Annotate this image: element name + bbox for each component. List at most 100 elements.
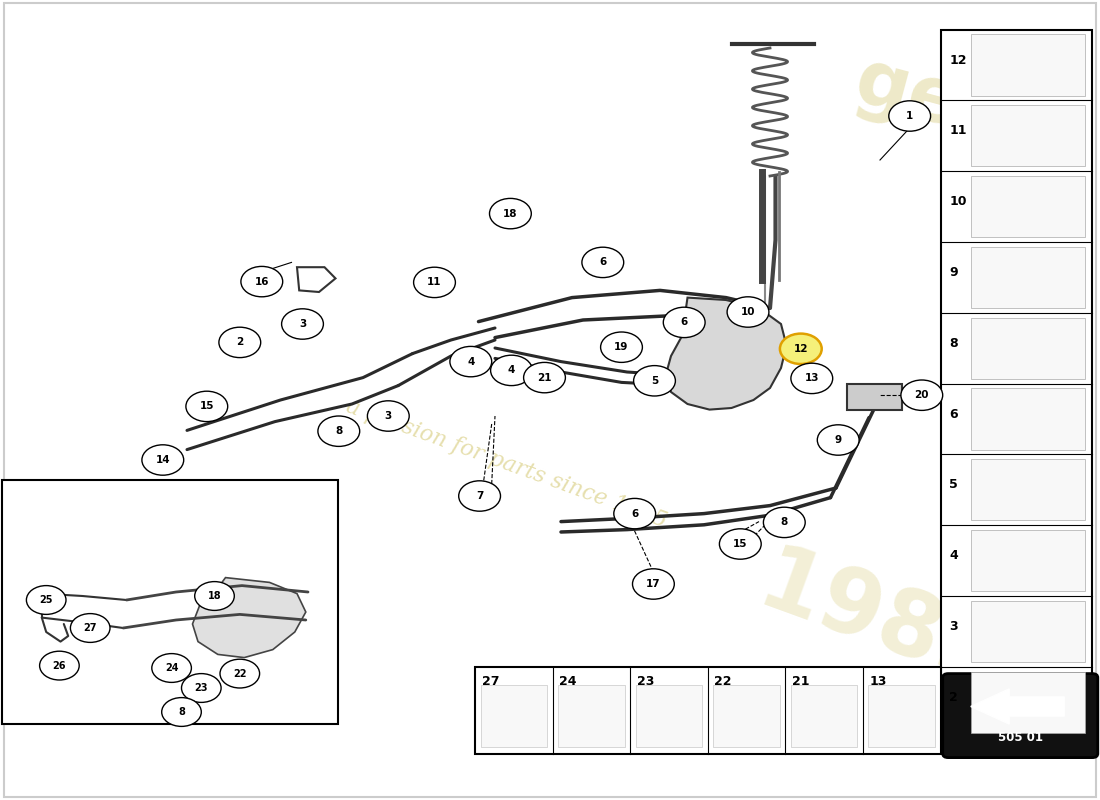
Circle shape	[614, 498, 656, 529]
Text: 4: 4	[949, 550, 958, 562]
Circle shape	[26, 586, 66, 614]
Text: 15: 15	[199, 402, 214, 411]
Circle shape	[491, 355, 532, 386]
FancyBboxPatch shape	[869, 685, 935, 747]
Text: 20: 20	[914, 390, 929, 400]
Circle shape	[40, 651, 79, 680]
Text: 23: 23	[637, 675, 654, 688]
Circle shape	[889, 101, 931, 131]
Circle shape	[318, 416, 360, 446]
Text: 6: 6	[631, 509, 638, 518]
Circle shape	[634, 366, 675, 396]
Text: 21: 21	[792, 675, 810, 688]
FancyBboxPatch shape	[971, 530, 1085, 591]
Text: 13: 13	[804, 374, 820, 383]
Text: 15: 15	[733, 539, 748, 549]
Text: 24: 24	[559, 675, 576, 688]
FancyBboxPatch shape	[971, 34, 1085, 96]
Text: 5: 5	[949, 478, 958, 491]
FancyBboxPatch shape	[2, 480, 338, 724]
Circle shape	[582, 247, 624, 278]
Circle shape	[152, 654, 191, 682]
Circle shape	[195, 582, 234, 610]
Text: 17: 17	[646, 579, 661, 589]
Text: 26: 26	[53, 661, 66, 670]
Text: 8: 8	[781, 518, 788, 527]
Text: 12: 12	[949, 54, 967, 66]
Text: 21: 21	[537, 373, 552, 382]
Circle shape	[220, 659, 260, 688]
Text: 4: 4	[508, 366, 515, 375]
FancyBboxPatch shape	[791, 685, 858, 747]
Circle shape	[162, 698, 201, 726]
Circle shape	[282, 309, 323, 339]
Text: 19: 19	[614, 342, 629, 352]
Circle shape	[524, 362, 565, 393]
Circle shape	[632, 569, 674, 599]
FancyBboxPatch shape	[475, 667, 940, 754]
Circle shape	[414, 267, 455, 298]
Text: 18: 18	[503, 209, 518, 218]
FancyBboxPatch shape	[636, 685, 702, 747]
FancyBboxPatch shape	[558, 685, 625, 747]
Text: 7: 7	[476, 491, 483, 501]
Polygon shape	[847, 384, 902, 410]
Circle shape	[663, 307, 705, 338]
Circle shape	[219, 327, 261, 358]
Polygon shape	[970, 689, 1065, 724]
Text: 4: 4	[468, 357, 474, 366]
Text: 5: 5	[651, 376, 658, 386]
FancyBboxPatch shape	[971, 246, 1085, 308]
FancyBboxPatch shape	[971, 459, 1085, 520]
Circle shape	[459, 481, 500, 511]
Text: 14: 14	[155, 455, 170, 465]
FancyBboxPatch shape	[971, 176, 1085, 238]
Circle shape	[450, 346, 492, 377]
Circle shape	[727, 297, 769, 327]
Text: 16: 16	[254, 277, 270, 286]
Text: 6: 6	[949, 408, 958, 421]
Text: 23: 23	[195, 683, 208, 693]
Text: 11: 11	[949, 125, 967, 138]
Text: ges: ges	[847, 45, 1012, 155]
FancyBboxPatch shape	[971, 601, 1085, 662]
Circle shape	[763, 507, 805, 538]
Text: 3: 3	[949, 620, 958, 633]
Text: 1985: 1985	[747, 540, 1013, 708]
Circle shape	[817, 425, 859, 455]
Circle shape	[490, 198, 531, 229]
Circle shape	[70, 614, 110, 642]
Circle shape	[186, 391, 228, 422]
Text: 11: 11	[427, 278, 442, 287]
Text: 27: 27	[84, 623, 97, 633]
FancyBboxPatch shape	[713, 685, 780, 747]
FancyBboxPatch shape	[481, 685, 548, 747]
FancyBboxPatch shape	[971, 318, 1085, 379]
Text: 25: 25	[40, 595, 53, 605]
Text: 22: 22	[233, 669, 246, 678]
Text: 27: 27	[482, 675, 499, 688]
Text: 18: 18	[208, 591, 221, 601]
Circle shape	[791, 363, 833, 394]
Text: 8: 8	[949, 337, 958, 350]
FancyBboxPatch shape	[971, 389, 1085, 450]
Text: 9: 9	[949, 266, 958, 279]
FancyBboxPatch shape	[971, 672, 1085, 733]
Text: 6: 6	[600, 258, 606, 267]
Text: 12: 12	[793, 344, 808, 354]
Circle shape	[182, 674, 221, 702]
Text: 2: 2	[236, 338, 243, 347]
Text: 10: 10	[949, 195, 967, 208]
Circle shape	[780, 334, 822, 364]
Text: 3: 3	[299, 319, 306, 329]
Circle shape	[142, 445, 184, 475]
Text: 22: 22	[715, 675, 732, 688]
Circle shape	[241, 266, 283, 297]
Text: 10: 10	[740, 307, 756, 317]
Text: 8: 8	[336, 426, 342, 436]
Text: 1: 1	[906, 111, 913, 121]
FancyBboxPatch shape	[943, 674, 1098, 758]
Circle shape	[719, 529, 761, 559]
Text: a passion for parts since 1985: a passion for parts since 1985	[342, 395, 670, 533]
Text: 2: 2	[949, 691, 958, 704]
